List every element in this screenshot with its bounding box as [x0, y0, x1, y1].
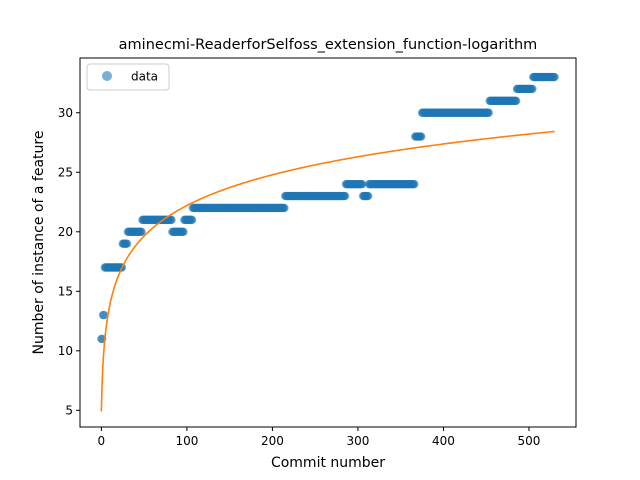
data-point [340, 191, 350, 201]
y-axis-title: Number of instance of a feature [31, 131, 47, 355]
x-tick-label: 100 [175, 434, 198, 448]
data-point [122, 239, 132, 248]
data-point [187, 215, 197, 225]
axes-frame [79, 57, 577, 428]
plot-area [97, 72, 559, 412]
data-point [363, 191, 373, 201]
data-point [511, 96, 521, 106]
x-axis-title: Commit number [271, 455, 385, 471]
data-point [410, 179, 419, 189]
y-tick-label: 25 [58, 166, 73, 180]
y-tick-label: 5 [65, 404, 73, 418]
x-tick-label: 0 [98, 434, 106, 448]
data-point [137, 227, 146, 236]
data-point [167, 215, 176, 225]
legend: data [86, 63, 170, 91]
data-point [528, 84, 537, 94]
axis-ticks: 0 100 200 300 400 500 5 10 15 20 25 30 [58, 106, 541, 448]
data-point [280, 203, 289, 213]
x-tick-label: 200 [261, 434, 284, 448]
x-tick-label: 300 [346, 434, 369, 448]
y-tick-label: 10 [58, 344, 73, 358]
data-point [99, 310, 109, 320]
x-tick-label: 400 [432, 434, 455, 448]
y-tick-label: 15 [58, 285, 73, 299]
legend-marker-data [102, 71, 112, 81]
y-tick-label: 30 [58, 106, 73, 120]
data-point [358, 179, 367, 189]
x-tick-label: 500 [518, 434, 541, 448]
data-point [484, 108, 493, 117]
legend-label-data: data [131, 70, 158, 84]
data-point [417, 132, 426, 141]
legend-box [86, 63, 170, 91]
data-point [550, 72, 559, 82]
data-point [179, 227, 188, 236]
chart-title: aminecmi-ReaderforSelfoss_extension_func… [119, 37, 538, 53]
fit-line [100, 130, 555, 412]
y-tick-label: 20 [58, 225, 73, 239]
